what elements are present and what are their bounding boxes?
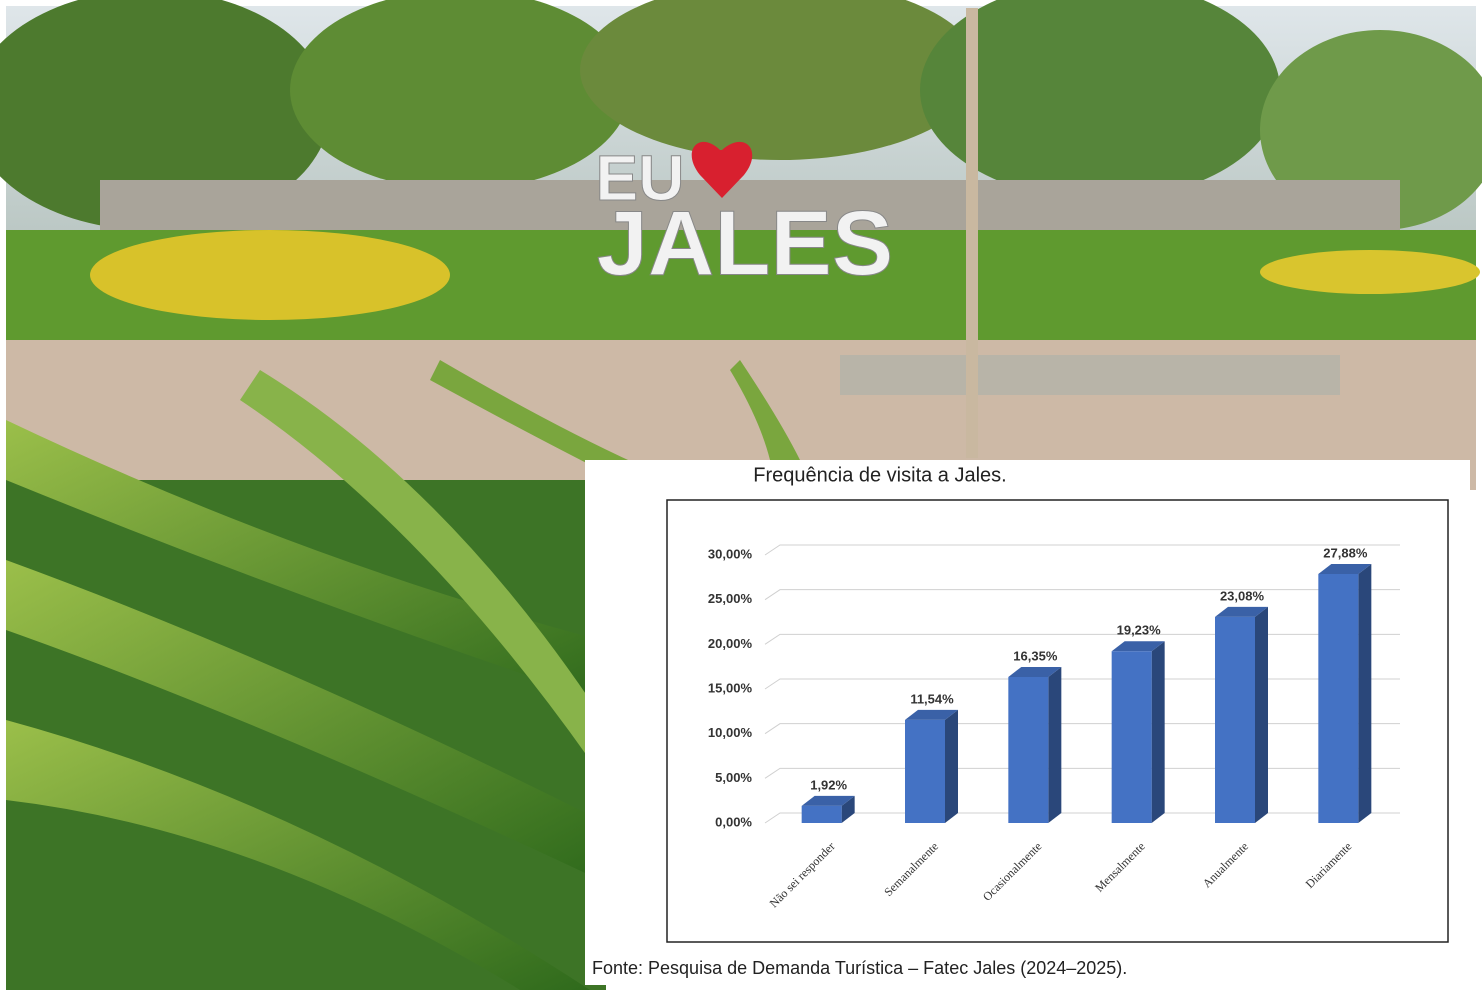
bar-front (1008, 677, 1048, 823)
bar-front (1318, 574, 1358, 823)
value-label: 11,54% (910, 691, 954, 706)
bar-front (905, 720, 945, 823)
page: EU JALES Frequência de visita a Jales. F… (0, 0, 1482, 995)
bar-side (1358, 564, 1371, 823)
value-label: 19,23% (1117, 623, 1162, 638)
bar-side (945, 710, 958, 823)
bar-front (1215, 617, 1255, 823)
bar (905, 710, 958, 823)
y-tick-label: 20,00% (708, 636, 753, 651)
y-tick-label: 0,00% (715, 814, 752, 829)
chart-source: Fonte: Pesquisa de Demanda Turística – F… (592, 958, 1127, 978)
bar-side (1152, 641, 1165, 823)
bar-side (1048, 667, 1061, 823)
bar (1008, 667, 1061, 823)
chart-title: Frequência de visita a Jales. (753, 464, 1006, 486)
bar (1318, 564, 1371, 823)
y-tick-label: 30,00% (708, 546, 753, 561)
y-tick-label: 5,00% (715, 770, 752, 785)
value-label: 16,35% (1013, 648, 1058, 663)
value-label: 1,92% (810, 777, 847, 792)
value-label: 23,08% (1220, 588, 1265, 603)
bar-front (802, 806, 842, 823)
y-tick-label: 25,00% (708, 591, 753, 606)
bar (1112, 641, 1165, 823)
bar (1215, 607, 1268, 823)
bar-side (1255, 607, 1268, 823)
y-tick-label: 10,00% (708, 725, 753, 740)
sign-bottom: JALES (597, 192, 894, 294)
bar-front (1112, 651, 1152, 823)
y-tick-label: 15,00% (708, 680, 753, 695)
value-label: 27,88% (1323, 545, 1368, 560)
bar (802, 796, 855, 823)
